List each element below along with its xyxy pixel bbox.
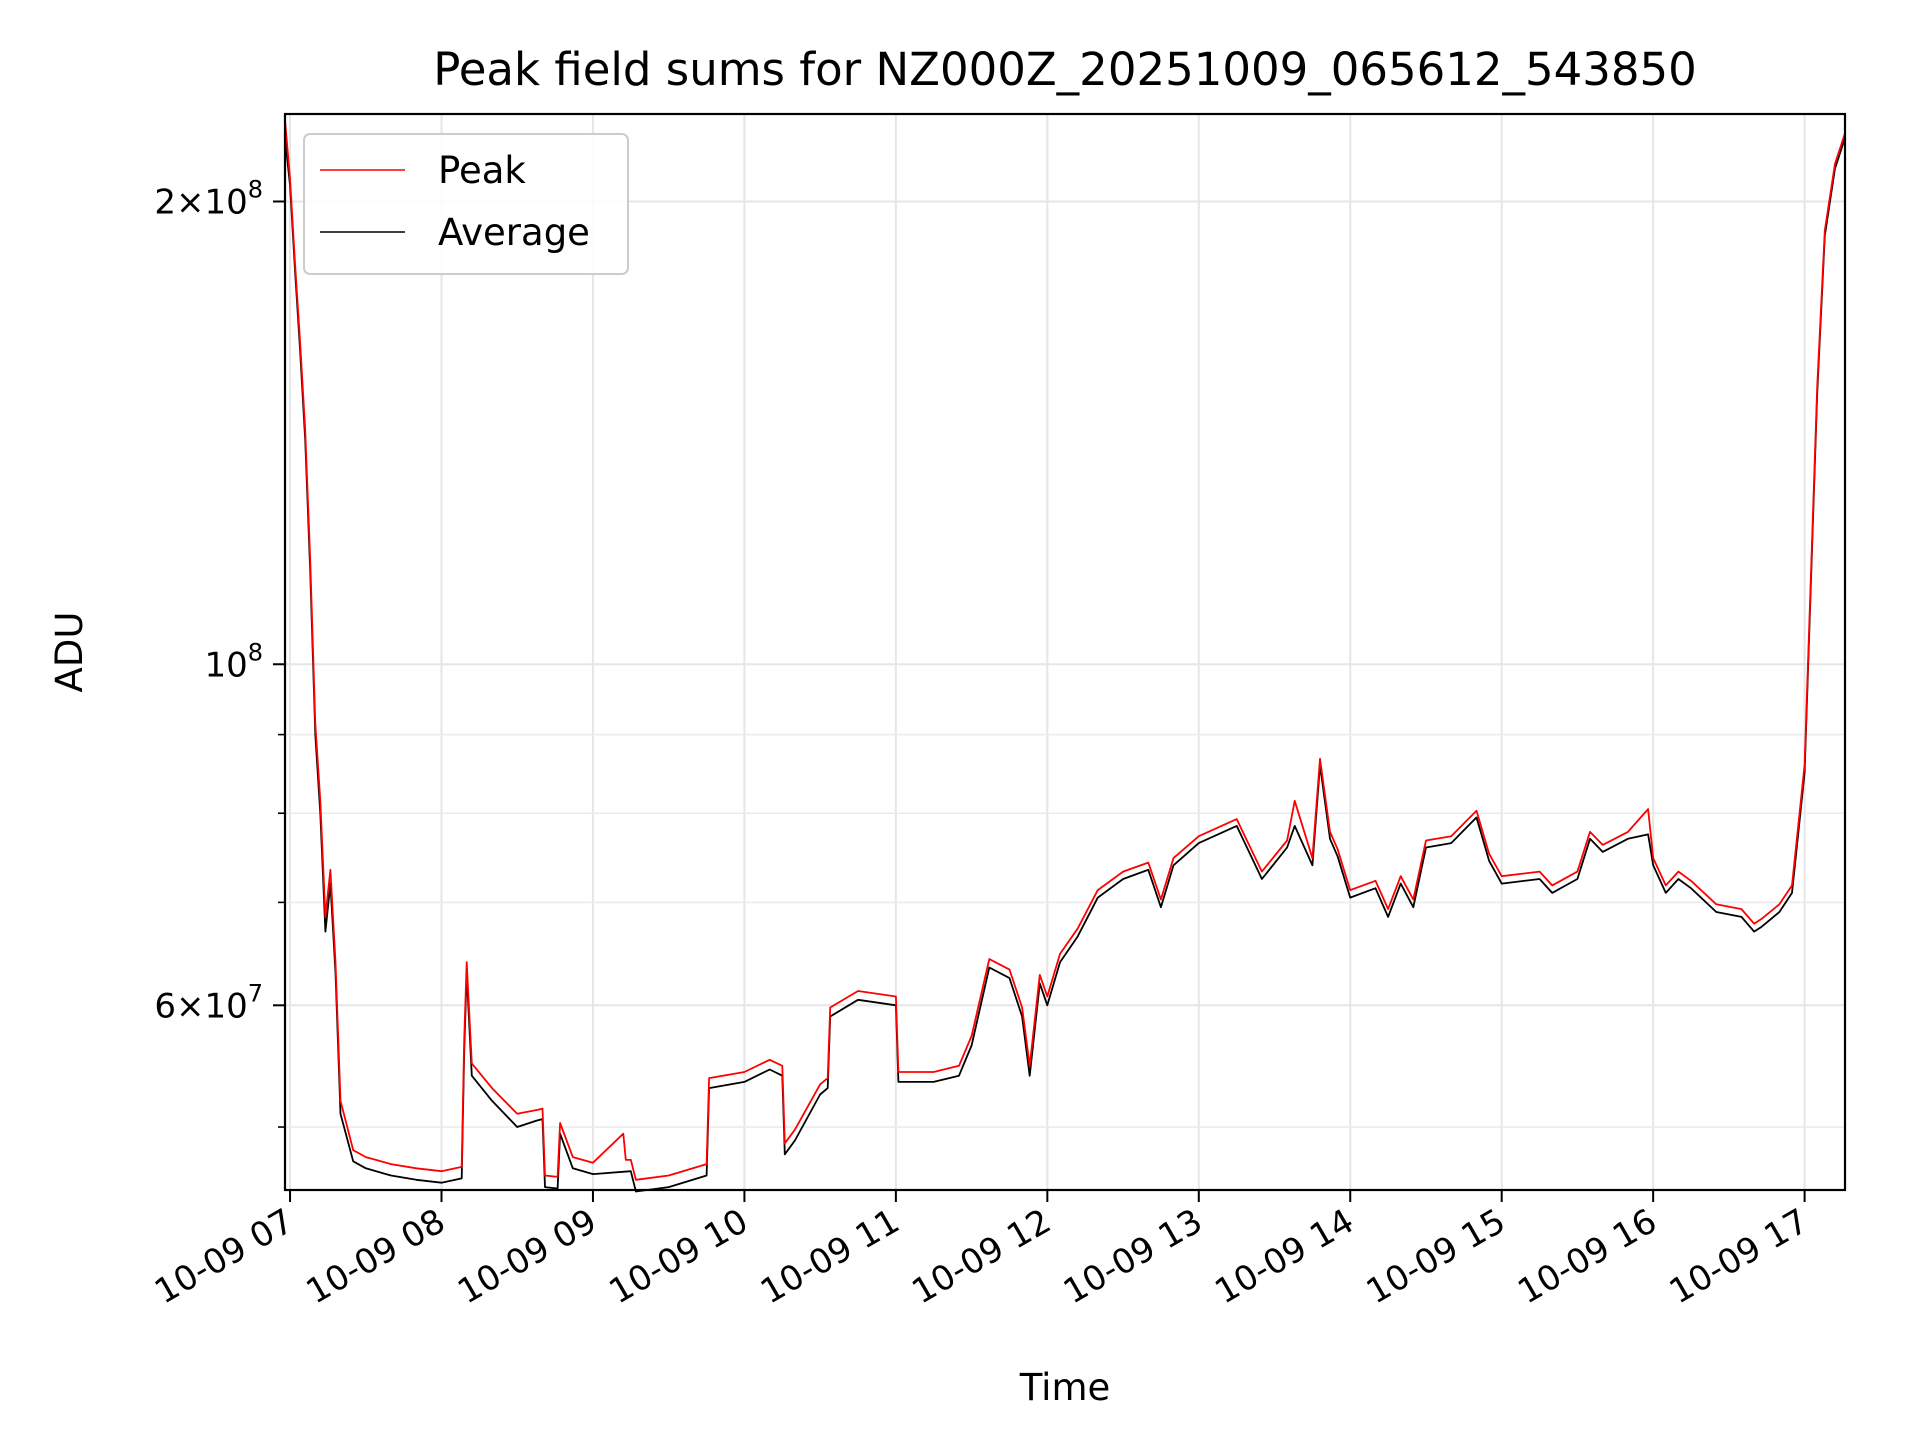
y-axis-label: ADU (48, 612, 91, 693)
y-tick-label: 108 (204, 638, 263, 685)
grid-lines (285, 114, 1845, 1190)
series-line-average (284, 137, 1846, 1193)
series-line-peak (284, 119, 1846, 1181)
legend-label-average: Average (438, 211, 590, 254)
plot-frame (283, 112, 1847, 1192)
y-axis-ticks: 6×107 108 2×108 (154, 175, 285, 1128)
series-lines (284, 119, 1846, 1193)
legend-box (303, 133, 629, 275)
x-axis-label: Time (1019, 1366, 1111, 1409)
chart-title: Peak field sums for NZ000Z_20251009_0656… (433, 43, 1697, 96)
y-tick-label: 2×108 (154, 175, 263, 222)
legend: Peak Average (303, 133, 629, 275)
y-tick-label: 6×107 (154, 979, 263, 1026)
legend-label-peak: Peak (438, 149, 526, 192)
